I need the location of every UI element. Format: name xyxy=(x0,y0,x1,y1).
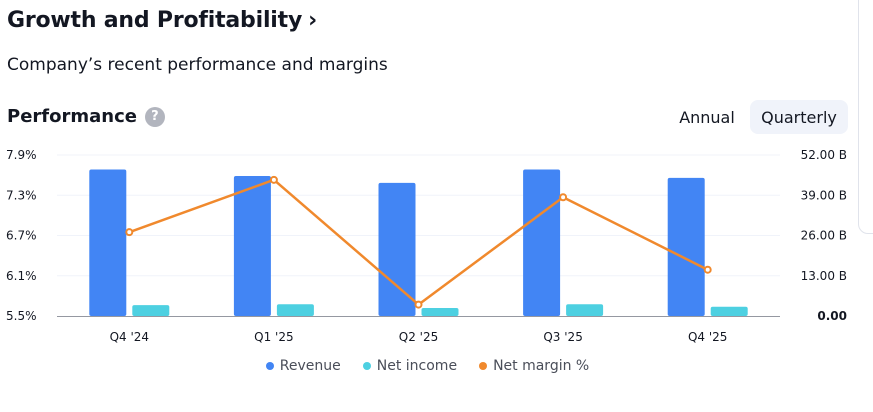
revenue-bar xyxy=(378,182,416,316)
right-axis-tick: 52.00 B xyxy=(801,148,847,162)
x-axis-tick: Q2 '25 xyxy=(399,330,438,344)
page-subtitle: Company’s recent performance and margins xyxy=(7,55,388,75)
left-axis-tick: 6.7% xyxy=(6,229,37,243)
net-margin-point xyxy=(559,193,568,202)
right-axis-tick: 0.00 xyxy=(817,309,847,323)
left-axis-tick: 7.9% xyxy=(6,148,37,162)
legend-label-net-income: Net income xyxy=(376,358,458,374)
revenue-bar xyxy=(89,169,127,316)
help-icon[interactable]: ? xyxy=(144,106,165,127)
quarterly-toggle[interactable]: Quarterly xyxy=(750,100,848,134)
x-axis-tick: Q4 '25 xyxy=(688,330,727,344)
left-axis-tick: 7.3% xyxy=(6,188,37,202)
chevron-right-icon: › xyxy=(308,8,317,33)
page-title: Growth and Profitability xyxy=(7,8,303,33)
x-axis-tick: Q4 '24 xyxy=(110,330,149,344)
left-axis-tick: 6.1% xyxy=(6,269,37,283)
legend-item-net-income[interactable]: Net income xyxy=(362,358,458,374)
legend-item-net-margin[interactable]: Net margin % xyxy=(479,358,589,374)
right-axis-tick: 39.00 B xyxy=(801,188,847,202)
x-axis-tick: Q3 '25 xyxy=(543,330,582,344)
right-axis-tick: 13.00 B xyxy=(801,269,847,283)
net-income-bar xyxy=(421,307,459,316)
right-axis-tick: 26.00 B xyxy=(801,229,847,243)
net-income-bar xyxy=(276,304,314,316)
net-margin-dot-icon xyxy=(479,362,488,370)
revenue-bar xyxy=(667,177,705,316)
net-margin-point xyxy=(703,265,712,274)
net-margin-point xyxy=(125,228,134,237)
x-axis-tick: Q1 '25 xyxy=(254,330,293,344)
net-margin-point xyxy=(414,300,423,309)
net-income-bar xyxy=(566,304,604,316)
annual-toggle[interactable]: Annual xyxy=(679,107,735,127)
revenue-bar xyxy=(233,176,271,316)
net-margin-point xyxy=(269,175,278,184)
net-income-bar xyxy=(132,305,170,316)
legend-item-revenue[interactable]: Revenue xyxy=(265,358,341,374)
net-income-dot-icon xyxy=(362,362,371,370)
net-margin-line xyxy=(128,178,709,306)
side-panel-card xyxy=(858,0,873,234)
revenue-bar xyxy=(523,169,561,316)
revenue-dot-icon xyxy=(265,362,274,370)
net-income-bar xyxy=(710,306,748,316)
legend-label-revenue: Revenue xyxy=(279,358,341,374)
performance-chart: 7.9% 7.3% 6.7% 6.1% 5.5% 52.00 B 39.00 B 26.00 … xyxy=(6,148,847,344)
left-axis-tick: 5.5% xyxy=(6,309,37,323)
growth-profitability-link[interactable]: Growth and Profitability › xyxy=(7,8,317,33)
chart-legend: Revenue Net income Net margin % xyxy=(0,358,855,374)
performance-title: Performance xyxy=(7,106,137,127)
performance-heading: Performance ? xyxy=(7,106,165,127)
legend-label-net-margin: Net margin % xyxy=(493,358,590,374)
